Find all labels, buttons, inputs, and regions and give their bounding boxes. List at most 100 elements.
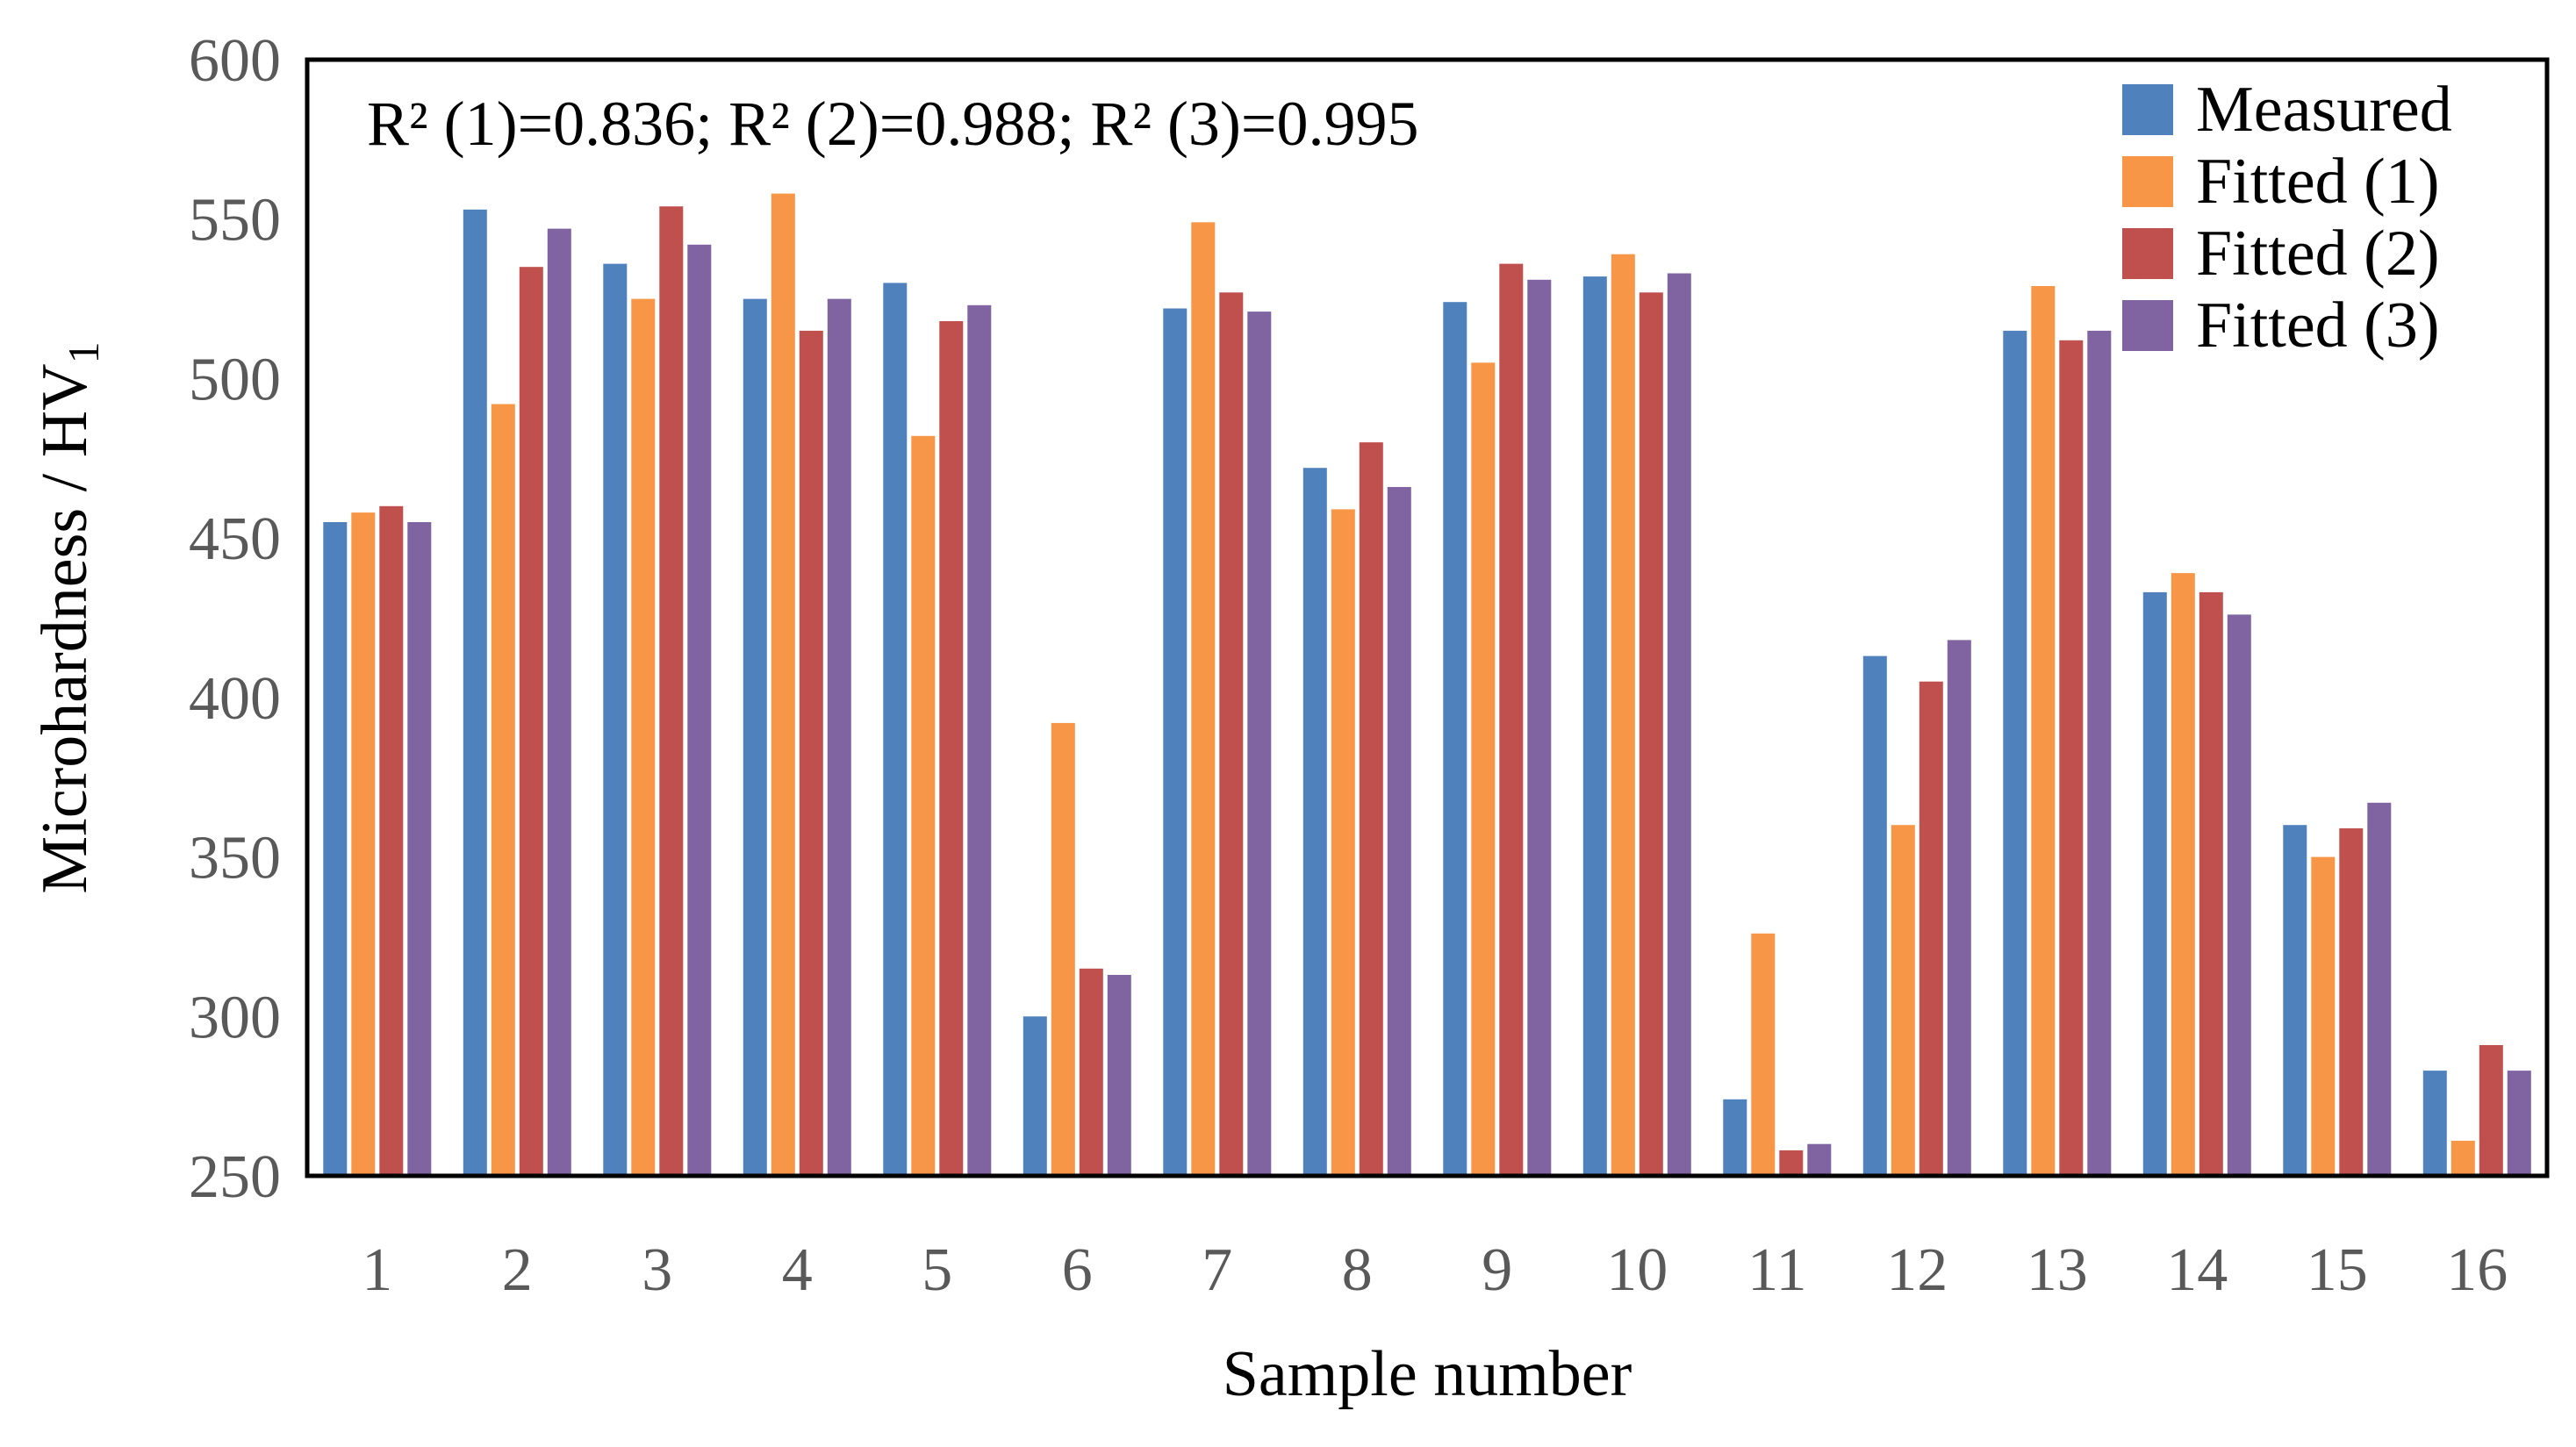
legend-label-fitted-2: Fitted (2) — [2196, 218, 2439, 290]
x-axis-title: Sample number — [1223, 1338, 1632, 1410]
bar-fitted-3-sample-13 — [2087, 330, 2112, 1176]
x-tick-label: 2 — [502, 1236, 533, 1304]
plot-area-frame — [305, 57, 2550, 1178]
y-tick-label: 450 — [189, 505, 281, 573]
bar-fitted-1-sample-11 — [1751, 933, 1776, 1176]
bar-measured-sample-16 — [2422, 1071, 2447, 1176]
y-tick-label: 600 — [189, 27, 281, 95]
bar-fitted-3-sample-14 — [2227, 614, 2251, 1176]
legend-swatch-fitted-3 — [2122, 300, 2173, 351]
bar-fitted-1-sample-3 — [631, 298, 656, 1177]
bar-measured-sample-6 — [1023, 1016, 1047, 1176]
bar-fitted-2-sample-5 — [939, 321, 964, 1176]
bar-fitted-1-sample-16 — [2450, 1141, 2475, 1176]
x-tick-label: 3 — [642, 1236, 672, 1304]
legend-label-fitted-1: Fitted (1) — [2196, 146, 2439, 218]
bar-measured-sample-3 — [603, 263, 628, 1177]
legend-swatch-measured — [2122, 84, 2173, 135]
bar-fitted-2-sample-11 — [1779, 1150, 1804, 1176]
y-tick-label: 550 — [189, 187, 281, 254]
y-tick-label: 250 — [189, 1143, 281, 1211]
bar-fitted-2-sample-8 — [1359, 442, 1383, 1177]
legend-label-measured: Measured — [2196, 74, 2452, 146]
bar-measured-sample-2 — [463, 209, 487, 1176]
y-axis-title-main: Microhardness / HV — [29, 363, 101, 893]
bar-fitted-1-sample-1 — [351, 512, 376, 1176]
bar-fitted-1-sample-8 — [1331, 509, 1355, 1176]
bar-fitted-1-sample-13 — [2031, 286, 2056, 1176]
bar-measured-sample-1 — [323, 522, 348, 1176]
bar-measured-sample-7 — [1163, 308, 1188, 1176]
x-tick-label: 7 — [1202, 1236, 1232, 1304]
y-tick-label: 500 — [189, 346, 281, 413]
x-tick-label: 6 — [1062, 1236, 1093, 1304]
svg-text:Microhardness / HV1: Microhardness / HV1 — [29, 341, 108, 893]
bar-measured-sample-4 — [743, 298, 767, 1177]
legend-swatch-fitted-2 — [2122, 228, 2173, 279]
bar-fitted-1-sample-2 — [491, 404, 515, 1176]
bar-fitted-2-sample-6 — [1079, 968, 1103, 1176]
x-tick-label: 5 — [922, 1236, 952, 1304]
bar-fitted-1-sample-4 — [771, 193, 795, 1177]
legend-label-fitted-3: Fitted (3) — [2196, 290, 2439, 362]
bar-fitted-3-sample-3 — [687, 244, 712, 1176]
bar-fitted-1-sample-10 — [1611, 254, 1635, 1177]
bar-fitted-1-sample-14 — [2171, 573, 2195, 1176]
bar-fitted-2-sample-15 — [2339, 827, 2364, 1176]
bar-fitted-1-sample-12 — [1891, 825, 1915, 1176]
x-tick-label: 13 — [2027, 1236, 2088, 1304]
bar-measured-sample-15 — [2283, 825, 2307, 1176]
bar-measured-sample-8 — [1302, 468, 1327, 1176]
bar-measured-sample-9 — [1443, 302, 1467, 1176]
bar-fitted-3-sample-8 — [1387, 487, 1411, 1176]
bar-fitted-2-sample-2 — [519, 267, 543, 1177]
bar-fitted-1-sample-5 — [911, 435, 936, 1176]
bar-measured-sample-12 — [1862, 655, 1887, 1176]
bars-layer — [323, 193, 2531, 1177]
bar-fitted-3-sample-4 — [827, 298, 851, 1177]
x-tick-label: 4 — [782, 1236, 813, 1304]
bar-measured-sample-13 — [2003, 330, 2027, 1176]
bar-fitted-3-sample-15 — [2367, 802, 2392, 1176]
x-tick-label: 14 — [2166, 1236, 2228, 1304]
bar-fitted-3-sample-16 — [2507, 1071, 2531, 1176]
x-tick-labels: 1 2 3 4 5 6 7 8 9 10 11 12 13 14 15 16 — [362, 1236, 2508, 1304]
x-tick-label: 1 — [362, 1236, 392, 1304]
y-tick-label: 350 — [189, 825, 281, 892]
bar-fitted-3-sample-9 — [1527, 279, 1552, 1176]
x-tick-label: 8 — [1342, 1236, 1373, 1304]
bar-fitted-1-sample-15 — [2311, 856, 2336, 1176]
x-tick-label: 11 — [1747, 1236, 1806, 1304]
bar-fitted-2-sample-12 — [1919, 681, 1943, 1176]
x-tick-label: 12 — [1886, 1236, 1948, 1304]
bar-fitted-1-sample-6 — [1051, 722, 1075, 1176]
bar-fitted-2-sample-10 — [1639, 292, 1663, 1176]
bar-fitted-3-sample-6 — [1107, 975, 1131, 1176]
y-axis-title-subscript: 1 — [59, 341, 108, 363]
bar-fitted-1-sample-7 — [1191, 222, 1216, 1176]
bar-fitted-1-sample-9 — [1471, 362, 1496, 1176]
bar-fitted-3-sample-12 — [1947, 640, 1971, 1176]
x-tick-label: 10 — [1606, 1236, 1668, 1304]
bar-fitted-2-sample-7 — [1219, 292, 1244, 1176]
y-tick-labels: 250 300 350 400 450 500 550 600 — [189, 27, 281, 1211]
bar-fitted-3-sample-2 — [547, 228, 571, 1177]
bar-measured-sample-14 — [2142, 591, 2167, 1176]
bar-fitted-3-sample-10 — [1667, 273, 1691, 1176]
y-tick-label: 300 — [189, 984, 281, 1051]
bar-measured-sample-10 — [1582, 276, 1607, 1177]
bar-fitted-2-sample-4 — [799, 330, 823, 1176]
bar-fitted-3-sample-11 — [1807, 1143, 1832, 1176]
legend-swatch-fitted-1 — [2122, 156, 2173, 207]
x-tick-label: 9 — [1482, 1236, 1512, 1304]
bar-fitted-3-sample-7 — [1247, 312, 1272, 1177]
bar-fitted-2-sample-1 — [379, 505, 404, 1176]
bar-fitted-2-sample-13 — [2059, 340, 2084, 1176]
y-axis-title: Microhardness / HV1 — [29, 341, 108, 893]
x-tick-label: 16 — [2446, 1236, 2508, 1304]
bar-fitted-2-sample-3 — [659, 206, 684, 1177]
bar-fitted-3-sample-5 — [967, 304, 992, 1176]
r-squared-annotation: R² (1)=0.836; R² (2)=0.988; R² (3)=0.995 — [367, 89, 1419, 159]
